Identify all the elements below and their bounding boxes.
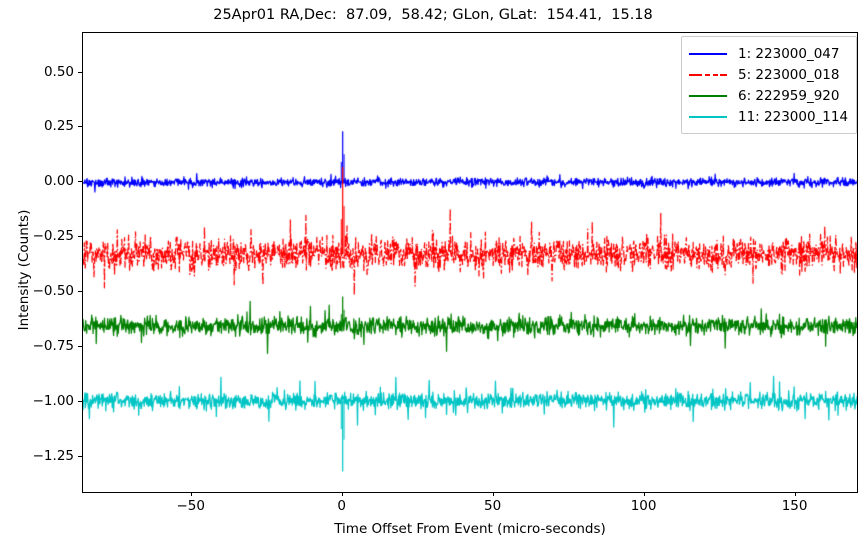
x-tick-label: 0 (337, 498, 346, 514)
y-tick-label: 0.00 (43, 173, 74, 190)
legend-box: 1: 223000_047 5: 223000_018 6: 222959_920 1… (681, 36, 858, 134)
legend-entry[interactable]: 1: 223000_047 (689, 43, 848, 64)
y-tick-mark (78, 400, 82, 402)
x-tick-label: 150 (781, 498, 808, 514)
legend-label: 1: 223000_047 (738, 45, 840, 62)
y-tick-mark (78, 455, 82, 457)
legend-color-swatch (689, 111, 727, 123)
x-tick-label: 50 (484, 498, 502, 514)
x-axis-label: Time Offset From Event (micro-seconds) (334, 521, 606, 537)
legend-entry[interactable]: 5: 223000_018 (689, 64, 848, 85)
y-tick-label: 0.25 (43, 118, 74, 135)
y-tick-mark (78, 126, 82, 128)
x-tick-label: −50 (176, 498, 205, 514)
legend-color-swatch (689, 69, 727, 81)
legend-label: 11: 223000_114 (738, 108, 849, 125)
plot-area (82, 32, 858, 493)
x-tick-mark (492, 492, 494, 496)
legend-color-swatch (689, 90, 727, 102)
x-tick-label: 100 (630, 498, 657, 514)
legend-entry[interactable]: 6: 222959_920 (689, 85, 848, 106)
legend-label: 5: 223000_018 (738, 66, 840, 83)
legend-color-swatch (689, 48, 727, 60)
y-tick-label: −1.00 (32, 392, 74, 409)
y-tick-label: −0.25 (32, 228, 74, 245)
legend-label: 6: 222959_920 (738, 87, 840, 104)
legend-entry[interactable]: 11: 223000_114 (689, 106, 848, 127)
x-tick-mark (341, 492, 343, 496)
y-tick-label: 0.50 (43, 63, 74, 80)
y-tick-mark (78, 345, 82, 347)
y-tick-label: −0.50 (32, 283, 74, 300)
x-tick-mark (190, 492, 192, 496)
y-tick-mark (78, 71, 82, 73)
x-tick-mark (643, 492, 645, 496)
y-tick-label: −0.75 (32, 337, 74, 354)
y-tick-mark (78, 236, 82, 238)
y-tick-mark (78, 181, 82, 183)
y-tick-label: −1.25 (32, 447, 74, 464)
x-tick-mark (794, 492, 796, 496)
y-tick-mark (78, 291, 82, 293)
y-axis-tick-labels: 0.50 0.25 0.00 −0.25 −0.50 −0.75 −1.00 −1.25 (0, 0, 74, 545)
chart-title: 25Apr01 RA,Dec: 87.09, 58.42; GLon, GLat… (213, 7, 653, 23)
